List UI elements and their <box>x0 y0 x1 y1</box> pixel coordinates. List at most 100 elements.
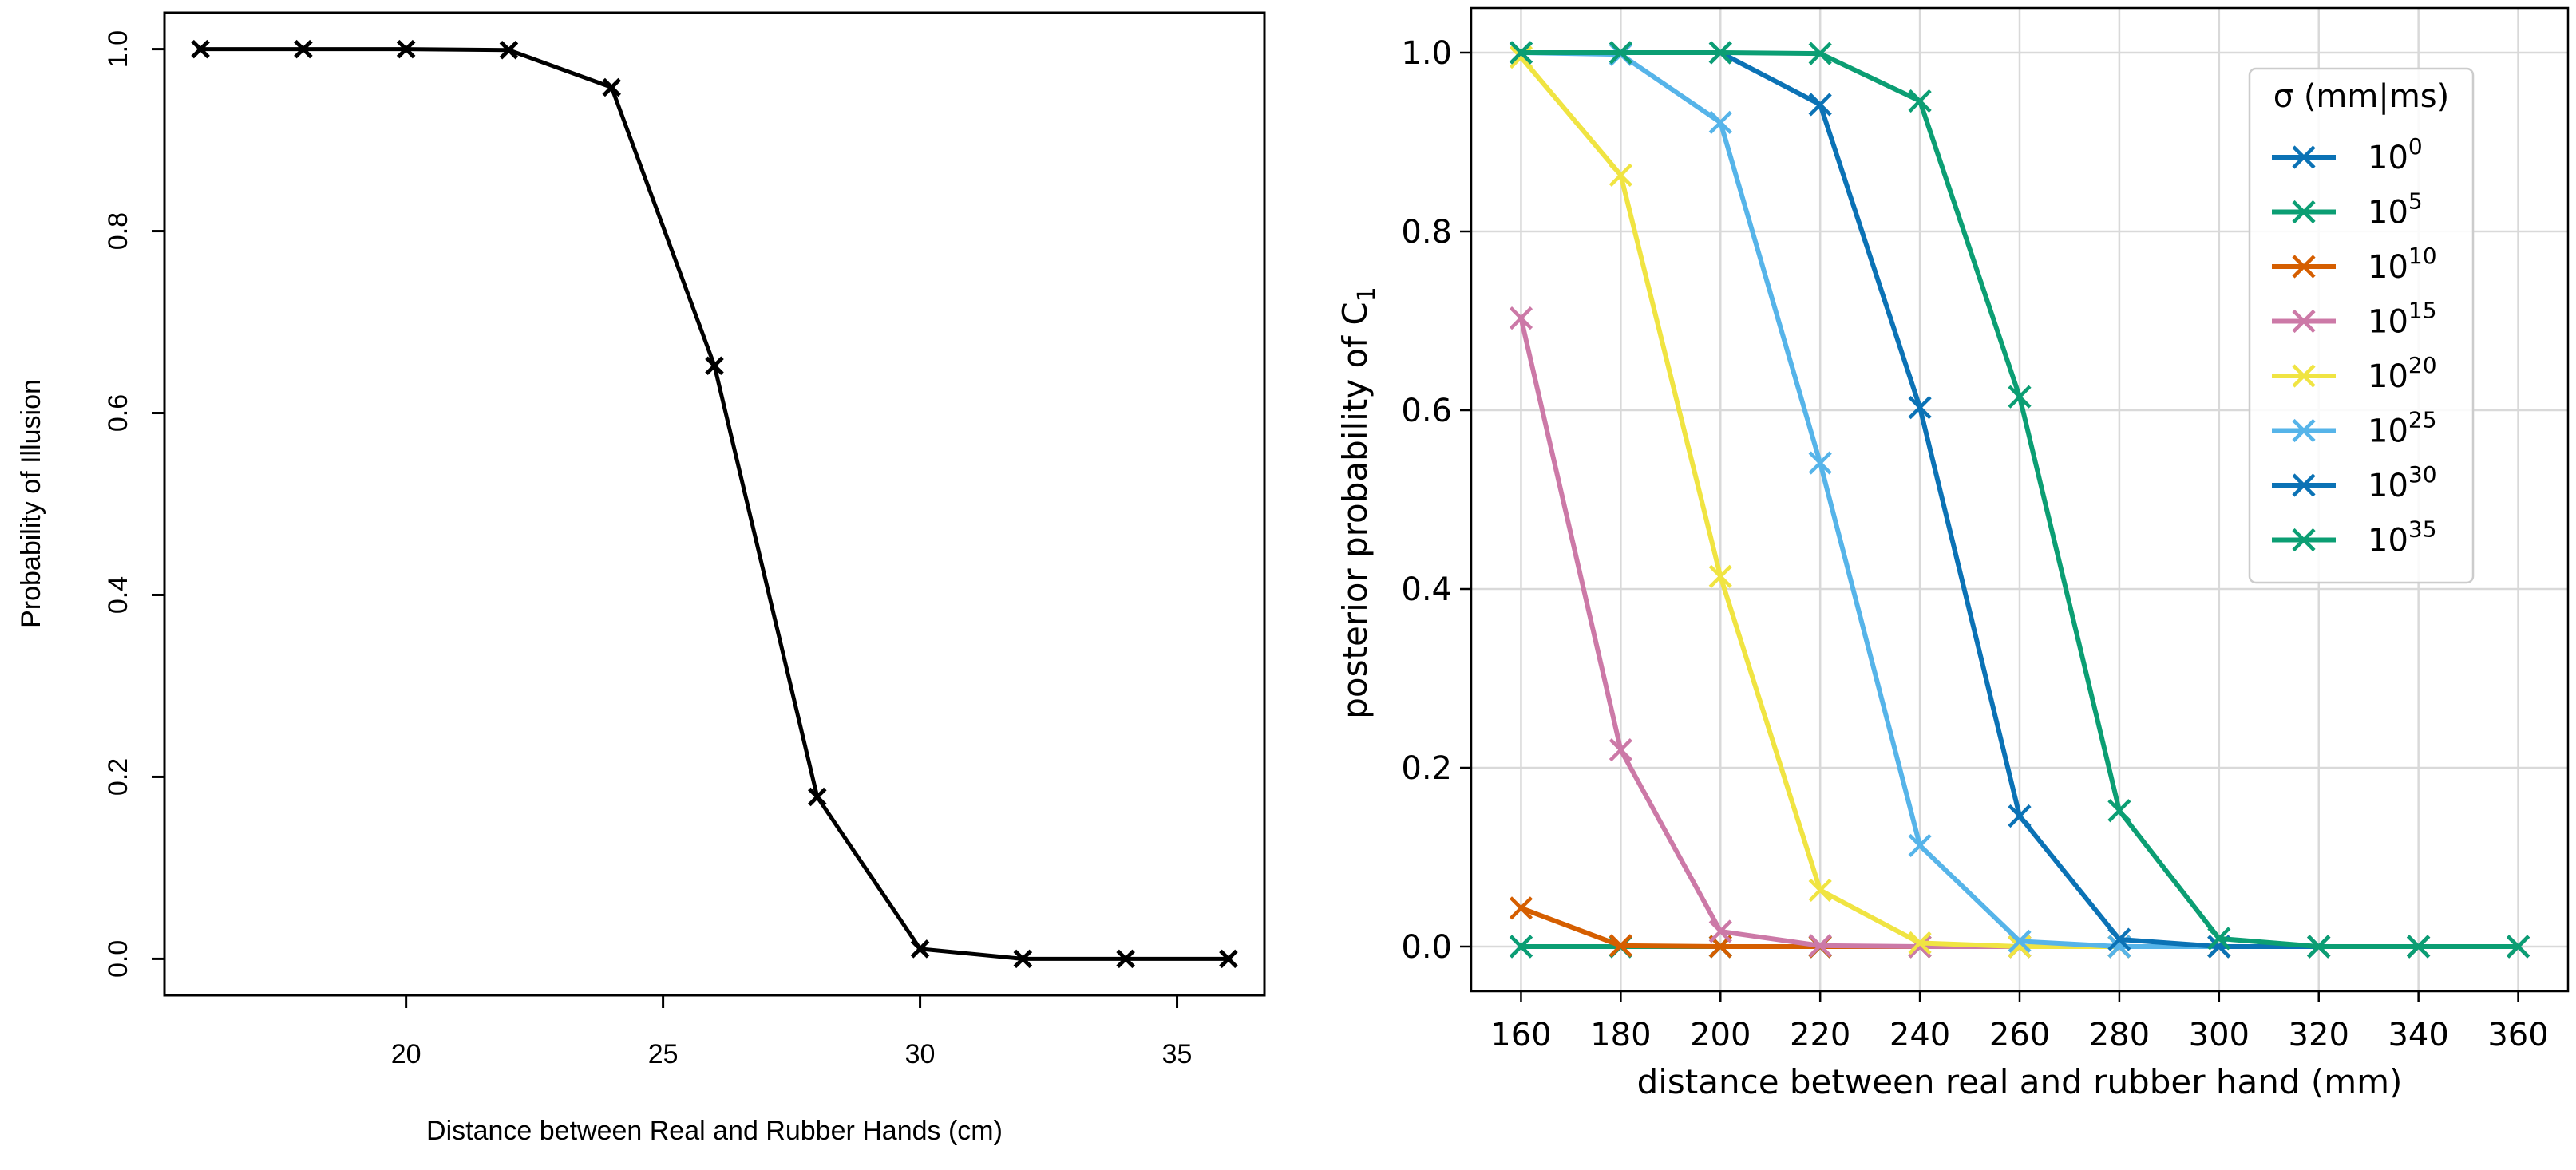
right-data-point <box>1509 45 1533 69</box>
left-x-tick-label: 35 <box>1162 1039 1193 1069</box>
right-data-point <box>1708 41 1732 65</box>
legend-entry: 1030 <box>2272 461 2437 504</box>
right-data-point <box>1908 396 1932 420</box>
legend-entry-base: 10 <box>2368 358 2408 395</box>
right-data-point <box>1609 163 1632 188</box>
right-x-axis-label: distance between real and rubber hand (m… <box>1637 1062 2403 1101</box>
left-x-axis-label: Distance between Real and Rubber Hands (… <box>426 1116 1003 1146</box>
left-x-tick-label: 30 <box>905 1039 936 1069</box>
right-x-axis: 160 180 200 220 240 260 280 300 320 340 360 <box>1490 991 2549 1053</box>
legend-entry-exponent: 0 <box>2408 133 2423 160</box>
right-y-axis-label-subscript: 1 <box>1353 287 1381 302</box>
legend-entry-exponent: 20 <box>2408 352 2437 378</box>
left-data-point <box>1013 949 1033 969</box>
right-y-tick-label: 1.0 <box>1401 35 1452 72</box>
left-data-point <box>499 40 519 60</box>
legend-entry-base: 10 <box>2368 249 2408 286</box>
left-y-tick-label: 0.6 <box>103 394 133 432</box>
right-data-point <box>2008 385 2032 409</box>
left-y-axis-label: Probability of Illusion <box>16 379 46 628</box>
left-series-line <box>200 47 1229 961</box>
left-y-tick-label: 0.8 <box>103 212 133 250</box>
legend-entry: 1025 <box>2272 407 2437 450</box>
left-data-point <box>705 356 724 376</box>
legend-entry-base: 10 <box>2368 304 2408 341</box>
right-x-tick-label: 160 <box>1490 1017 1551 1053</box>
right-x-tick-label: 200 <box>1690 1017 1751 1053</box>
right-data-point <box>1808 93 1832 117</box>
right-x-tick-label: 280 <box>2089 1017 2150 1053</box>
right-y-tick-label: 0.2 <box>1401 750 1452 787</box>
right-data-point <box>1808 934 1832 958</box>
right-data-point <box>1808 42 1832 65</box>
left-data-point <box>1116 949 1135 969</box>
left-data-point <box>910 939 930 959</box>
legend-entry-label: 1010 <box>2368 243 2437 286</box>
legend-entry-label: 1030 <box>2368 461 2437 504</box>
right-x-tick-label: 260 <box>1989 1017 2050 1053</box>
left-y-tick-label: 0.0 <box>103 940 133 978</box>
right-data-point <box>1908 931 1932 955</box>
legend-swatch-marker <box>2292 364 2316 388</box>
legend-entry: 1035 <box>2272 516 2437 559</box>
left-x-tick-label: 20 <box>391 1039 421 1069</box>
left-data-point <box>602 77 621 97</box>
right-data-point <box>1808 451 1832 475</box>
left-y-tick-label: 0.2 <box>103 758 133 796</box>
right-series-layer <box>1509 41 2530 959</box>
left-data-point <box>1219 949 1238 969</box>
right-data-point <box>1708 919 1732 943</box>
legend-entry-base: 10 <box>2368 140 2408 176</box>
right-y-tick-label: 0.6 <box>1401 393 1452 429</box>
left-data-point <box>808 787 827 807</box>
legend-swatch-marker <box>2292 473 2316 497</box>
left-x-tick-label: 25 <box>648 1039 679 1069</box>
left-data-point <box>396 39 416 59</box>
legend-entry-label: 1035 <box>2368 516 2437 559</box>
right-data-point <box>2107 799 2131 823</box>
right-series-7 <box>1509 41 2530 959</box>
legend-swatch-marker <box>2292 145 2316 169</box>
left-y-axis: 0.0 0.2 0.4 0.6 0.8 1.0 <box>103 30 164 978</box>
right-data-point <box>2008 804 2032 828</box>
left-plot-frame <box>163 11 1266 997</box>
legend-entry: 100 <box>2272 133 2423 176</box>
left-y-tick-label: 1.0 <box>103 30 133 68</box>
right-y-axis-label-text: posterior probability of C <box>1335 302 1375 718</box>
right-x-tick-label: 180 <box>1590 1017 1651 1053</box>
right-x-tick-label: 360 <box>2487 1017 2548 1053</box>
right-data-point <box>1509 935 1533 959</box>
right-y-axis-label: posterior probability of C1 <box>1335 287 1381 719</box>
right-data-point <box>1509 41 1533 65</box>
right-x-tick-label: 300 <box>2189 1017 2250 1053</box>
legend-entry: 1015 <box>2272 298 2437 341</box>
right-x-tick-label: 240 <box>1889 1017 1950 1053</box>
legend-entry-base: 10 <box>2368 468 2408 504</box>
legend-swatch-marker <box>2292 309 2316 334</box>
left-series-layer <box>191 39 1238 969</box>
right-y-tick-label: 0.0 <box>1401 929 1452 966</box>
right-data-point <box>1609 738 1632 762</box>
legend-title: σ (mm|ms) <box>2273 78 2450 115</box>
legend-entry-base: 10 <box>2368 195 2408 231</box>
right-data-point <box>1609 41 1632 65</box>
legend-entry-exponent: 30 <box>2408 461 2437 488</box>
right-x-tick-label: 340 <box>2388 1017 2448 1053</box>
left-data-point <box>294 39 313 59</box>
legend-entry-exponent: 25 <box>2408 407 2437 433</box>
right-x-tick-label: 220 <box>1790 1017 1850 1053</box>
legend-swatch-marker <box>2292 528 2316 552</box>
right-data-point <box>2407 935 2431 959</box>
legend-entry: 1020 <box>2272 352 2437 395</box>
right-data-point <box>1509 896 1533 920</box>
right-data-point <box>1908 833 1932 858</box>
right-data-point <box>1609 934 1632 958</box>
right-chart: 0.00.20.40.60.81.0 160 180 200 220 240 260 280… <box>1335 6 2570 1101</box>
right-data-point <box>2207 927 2231 951</box>
legend-entry-label: 1025 <box>2368 407 2437 450</box>
legend-entry-exponent: 15 <box>2408 298 2437 324</box>
right-data-point <box>1808 878 1832 903</box>
legend-entry-label: 105 <box>2368 188 2423 231</box>
